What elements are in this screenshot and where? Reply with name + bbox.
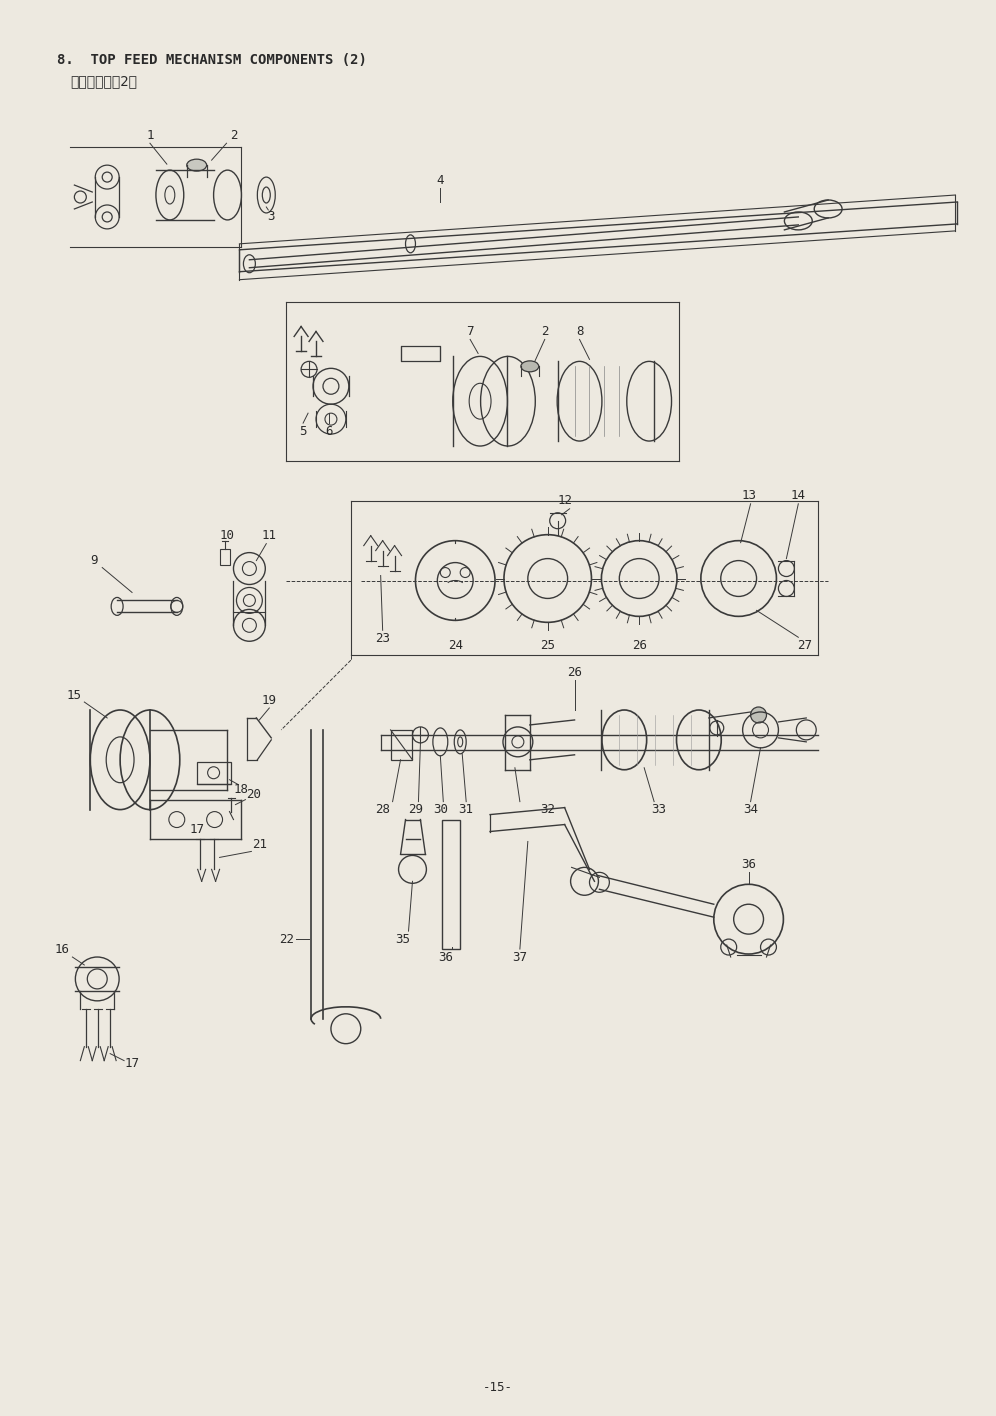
Text: 20: 20 (246, 789, 261, 801)
Text: 11: 11 (262, 530, 277, 542)
Text: 35: 35 (395, 933, 410, 946)
Text: 2: 2 (541, 326, 549, 338)
Bar (400, 347, 440, 361)
Text: 15: 15 (67, 688, 82, 701)
Bar (442, 820, 460, 949)
Bar (219, 548, 229, 565)
Text: 16: 16 (55, 943, 70, 956)
Circle shape (751, 707, 767, 724)
Text: 29: 29 (408, 803, 423, 816)
Text: 37: 37 (512, 950, 527, 963)
Text: 33: 33 (651, 803, 666, 816)
Ellipse shape (521, 361, 539, 372)
Text: 32: 32 (540, 803, 555, 816)
Text: 26: 26 (631, 639, 646, 651)
Text: 36: 36 (438, 950, 453, 963)
Text: 2: 2 (230, 129, 237, 142)
Bar (196, 762, 231, 783)
Text: 13: 13 (741, 490, 756, 503)
Text: 7: 7 (466, 326, 474, 338)
Text: 22: 22 (279, 933, 294, 946)
Text: 23: 23 (375, 632, 390, 644)
Text: 3: 3 (268, 211, 275, 224)
Text: 30: 30 (433, 803, 448, 816)
Text: 17: 17 (189, 823, 204, 835)
Text: 9: 9 (91, 554, 98, 566)
Text: 12: 12 (557, 494, 572, 507)
Text: 25: 25 (540, 639, 555, 651)
Text: 6: 6 (326, 425, 333, 438)
Text: 17: 17 (124, 1058, 139, 1070)
Text: 21: 21 (252, 838, 267, 851)
Text: 5: 5 (300, 425, 307, 438)
Text: 34: 34 (743, 803, 758, 816)
Text: 上送り関係（2）: 上送り関係（2） (71, 75, 137, 88)
Text: 19: 19 (262, 694, 277, 707)
Ellipse shape (186, 159, 206, 171)
Text: 10: 10 (219, 530, 234, 542)
Text: 8: 8 (576, 326, 584, 338)
Text: 36: 36 (741, 858, 756, 871)
Text: 24: 24 (448, 639, 463, 651)
Bar (390, 729, 412, 760)
Text: 26: 26 (567, 666, 582, 678)
Text: 1: 1 (146, 129, 153, 142)
Text: 27: 27 (797, 639, 812, 651)
Text: 4: 4 (436, 174, 444, 187)
Text: 31: 31 (459, 803, 474, 816)
Text: 18: 18 (234, 783, 249, 796)
Text: 28: 28 (375, 803, 390, 816)
Text: 14: 14 (791, 490, 806, 503)
Text: 8.  TOP FEED MECHANISM COMPONENTS (2): 8. TOP FEED MECHANISM COMPONENTS (2) (58, 52, 368, 67)
Text: -15-: -15- (483, 1381, 513, 1393)
